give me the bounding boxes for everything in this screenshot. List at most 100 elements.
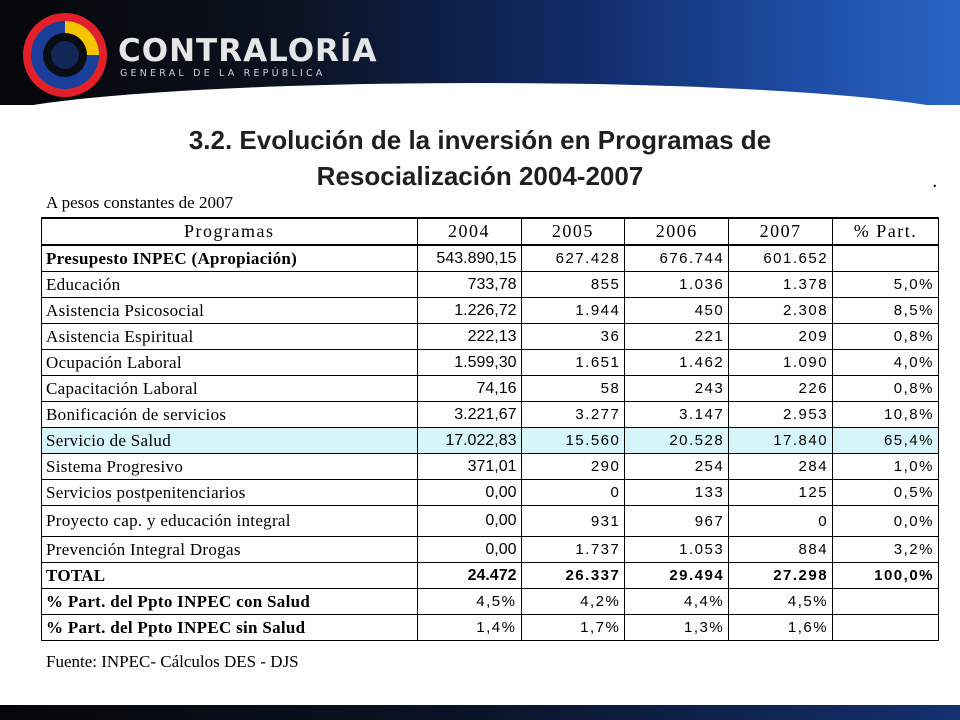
investment-table: Programas 2004 2005 2006 2007 % Part. Pr…	[41, 217, 939, 641]
cell-part: 5,0%	[832, 271, 939, 298]
cell-2004: 1,4%	[416, 614, 522, 641]
cell-2006: 133	[624, 479, 730, 506]
table-row: % Part. del Ppto INPEC con Salud 4,5% 4,…	[41, 588, 939, 615]
table-row: Asistencia Psicosocial 1.226,72 1.944 45…	[41, 297, 939, 324]
cell-2007: 125	[728, 479, 834, 506]
stray-dot: .	[932, 170, 938, 192]
cell-2006: 254	[624, 453, 730, 480]
table-header-row: Programas 2004 2005 2006 2007 % Part.	[41, 217, 939, 246]
table-row-highlighted: Servicio de Salud 17.022,83 15.560 20.52…	[41, 427, 939, 454]
cell-2004: 222,13	[416, 323, 522, 350]
slide-title-line-1: 3.2. Evolución de la inversión en Progra…	[188, 125, 772, 155]
cell-2006: 1.053	[624, 536, 730, 563]
cell-2005: 26.337	[520, 562, 626, 589]
row-label: Asistencia Espiritual	[41, 323, 418, 350]
cell-2006: 967	[624, 505, 730, 537]
cell-2007: 1.090	[728, 349, 834, 376]
cell-part	[832, 588, 939, 615]
cell-part: 0,8%	[832, 323, 939, 350]
cell-2004: 3.221,67	[416, 401, 522, 428]
column-header: Programas	[41, 217, 418, 246]
cell-2007: 601.652	[728, 244, 834, 272]
column-header: 2007	[728, 217, 834, 246]
cell-2006: 450	[624, 297, 730, 324]
cell-2006: 243	[624, 375, 730, 402]
cell-2005: 15.560	[520, 427, 626, 454]
table-row: Proyecto cap. y educación integral 0,00 …	[41, 505, 939, 537]
cell-2007: 4,5%	[728, 588, 834, 615]
cell-2004: 543.890,15	[416, 244, 522, 272]
row-label: Servicios postpenitenciarios	[41, 479, 418, 506]
header-banner: CONTRALORÍA GENERAL DE LA REPÚBLICA	[0, 0, 960, 105]
cell-2005: 58	[520, 375, 626, 402]
contraloria-logo-icon	[23, 13, 107, 97]
row-label: % Part. del Ppto INPEC sin Salud	[41, 614, 418, 641]
row-label: Prevención Integral Drogas	[41, 536, 418, 563]
cell-2007: 2.953	[728, 401, 834, 428]
cell-2005: 855	[520, 271, 626, 298]
row-label: TOTAL	[41, 562, 418, 589]
table-row: % Part. del Ppto INPEC sin Salud 1,4% 1,…	[41, 614, 939, 641]
cell-2005: 627.428	[520, 244, 626, 272]
row-label: % Part. del Ppto INPEC con Salud	[41, 588, 418, 615]
cell-2005: 3.277	[520, 401, 626, 428]
cell-part: 10,8%	[832, 401, 939, 428]
cell-2006: 29.494	[624, 562, 730, 589]
cell-2006: 1.462	[624, 349, 730, 376]
cell-2004: 4,5%	[416, 588, 522, 615]
cell-2007: 209	[728, 323, 834, 350]
table-row: Asistencia Espiritual 222,13 36 221 209 …	[41, 323, 939, 350]
cell-2005: 1.651	[520, 349, 626, 376]
table-row: Educación 733,78 855 1.036 1.378 5,0%	[41, 271, 939, 298]
cell-part: 4,0%	[832, 349, 939, 376]
row-label: Ocupación Laboral	[41, 349, 418, 376]
table-row: Bonificación de servicios 3.221,67 3.277…	[41, 401, 939, 428]
cell-2005: 1.944	[520, 297, 626, 324]
cell-2005: 36	[520, 323, 626, 350]
cell-2004: 1.226,72	[416, 297, 522, 324]
units-caption: A pesos constantes de 2007	[46, 193, 233, 212]
cell-2006: 20.528	[624, 427, 730, 454]
row-label: Servicio de Salud	[41, 427, 418, 454]
slide-title: 3.2. Evolución de la inversión en Progra…	[60, 122, 900, 194]
cell-2004: 0,00	[416, 536, 522, 563]
cell-2007: 884	[728, 536, 834, 563]
cell-2005: 0	[520, 479, 626, 506]
cell-2007: 226	[728, 375, 834, 402]
row-label: Educación	[41, 271, 418, 298]
table-row: Servicios postpenitenciarios 0,00 0 133 …	[41, 479, 939, 506]
cell-2007: 284	[728, 453, 834, 480]
cell-part: 1,0%	[832, 453, 939, 480]
cell-2007: 17.840	[728, 427, 834, 454]
cell-part: 0,0%	[832, 505, 939, 537]
column-header: 2005	[520, 217, 626, 246]
cell-2004: 0,00	[416, 505, 522, 537]
cell-part	[832, 614, 939, 641]
cell-2006: 676.744	[624, 244, 730, 272]
footer-bar	[0, 705, 960, 720]
cell-2007: 1.378	[728, 271, 834, 298]
cell-2007: 0	[728, 505, 834, 537]
cell-part: 8,5%	[832, 297, 939, 324]
cell-2005: 4,2%	[520, 588, 626, 615]
cell-2004: 1.599,30	[416, 349, 522, 376]
table-row: Ocupación Laboral 1.599,30 1.651 1.462 1…	[41, 349, 939, 376]
table-row: Prevención Integral Drogas 0,00 1.737 1.…	[41, 536, 939, 563]
cell-2004: 24.472	[416, 562, 522, 589]
source-note: Fuente: INPEC- Cálculos DES - DJS	[46, 652, 299, 671]
column-header: % Part.	[832, 217, 939, 246]
cell-2007: 2.308	[728, 297, 834, 324]
cell-part: 65,4%	[832, 427, 939, 454]
column-header: 2004	[416, 217, 522, 246]
brand-name: CONTRALORÍA	[118, 33, 378, 69]
row-label: Presupesto INPEC (Apropiación)	[41, 244, 418, 272]
cell-2005: 931	[520, 505, 626, 537]
slide-title-line-2: Resocialización 2004-2007	[316, 161, 644, 191]
row-label: Sistema Progresivo	[41, 453, 418, 480]
cell-2007: 27.298	[728, 562, 834, 589]
table-row-total: TOTAL 24.472 26.337 29.494 27.298 100,0%	[41, 562, 939, 589]
cell-2006: 4,4%	[624, 588, 730, 615]
column-header: 2006	[624, 217, 730, 246]
table-row: Presupesto INPEC (Apropiación) 543.890,1…	[41, 244, 939, 272]
cell-part: 0,8%	[832, 375, 939, 402]
